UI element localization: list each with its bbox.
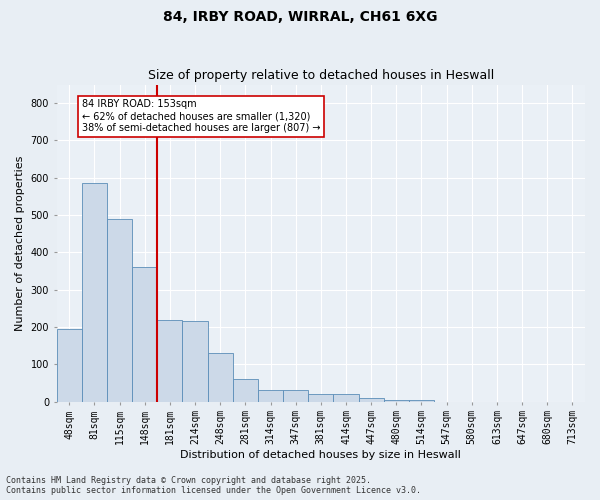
Bar — [258, 390, 283, 402]
Bar — [359, 398, 384, 402]
Bar — [182, 322, 208, 402]
Text: 84 IRBY ROAD: 153sqm
← 62% of detached houses are smaller (1,320)
38% of semi-de: 84 IRBY ROAD: 153sqm ← 62% of detached h… — [82, 100, 320, 132]
Bar — [107, 219, 132, 402]
Bar — [384, 400, 409, 402]
Text: 84, IRBY ROAD, WIRRAL, CH61 6XG: 84, IRBY ROAD, WIRRAL, CH61 6XG — [163, 10, 437, 24]
Bar — [308, 394, 334, 402]
Bar — [208, 353, 233, 402]
X-axis label: Distribution of detached houses by size in Heswall: Distribution of detached houses by size … — [181, 450, 461, 460]
Bar — [157, 320, 182, 402]
Text: Contains HM Land Registry data © Crown copyright and database right 2025.
Contai: Contains HM Land Registry data © Crown c… — [6, 476, 421, 495]
Title: Size of property relative to detached houses in Heswall: Size of property relative to detached ho… — [148, 69, 494, 82]
Bar — [82, 184, 107, 402]
Bar — [132, 268, 157, 402]
Y-axis label: Number of detached properties: Number of detached properties — [15, 156, 25, 330]
Bar — [233, 379, 258, 402]
Bar — [409, 400, 434, 402]
Bar — [56, 329, 82, 402]
Bar — [334, 394, 359, 402]
Bar — [283, 390, 308, 402]
